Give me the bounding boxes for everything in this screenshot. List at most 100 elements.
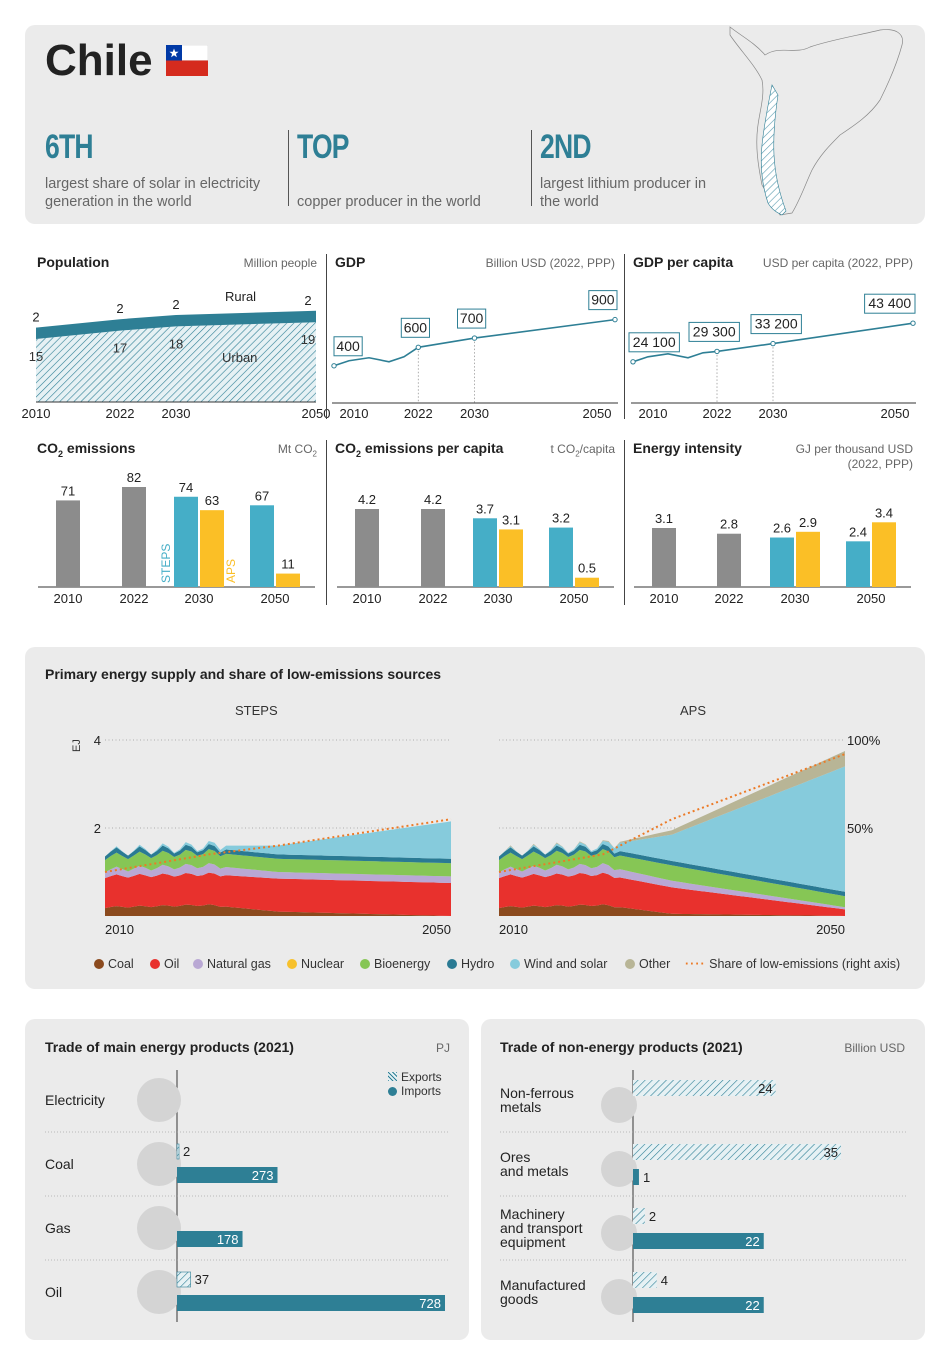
product-icon	[601, 1151, 637, 1187]
legend-imports: Imports	[388, 1084, 441, 1098]
aps-bar	[276, 573, 300, 587]
year-label: 2050	[560, 591, 589, 606]
export-bar	[633, 1208, 645, 1224]
import-value: 178	[217, 1232, 239, 1247]
import-value: 22	[745, 1298, 759, 1313]
share-line	[104, 818, 452, 873]
value-box	[588, 290, 618, 311]
divider-v1	[326, 254, 327, 419]
product-icon	[601, 1087, 637, 1123]
area-natural-gas	[499, 863, 845, 910]
primary-energy-chart: 4 2 EJ 100% 50% 2010 2050 2010 2050	[71, 733, 881, 937]
year-label: 2050	[857, 591, 886, 606]
import-bar	[177, 1295, 445, 1311]
gdppc-title: GDP per capita	[633, 254, 734, 270]
steps-axis-label: STEPS	[159, 544, 173, 583]
row-label-2: goods	[500, 1291, 538, 1307]
chile-flag-icon	[166, 45, 208, 76]
row-label-1: Machinery	[500, 1206, 565, 1222]
intensity-title: Energy intensity	[633, 440, 742, 456]
trade-energy-unit: PJ	[435, 1041, 450, 1055]
fact-1-big: 6TH	[45, 128, 94, 166]
year-label: 2050	[302, 406, 330, 421]
product-icon	[601, 1215, 637, 1251]
row-label-3: equipment	[500, 1234, 565, 1250]
fact-1-text: largest share of solar in electricity ge…	[45, 176, 261, 210]
row-label: Coal	[45, 1156, 74, 1172]
year-label: 2010	[22, 406, 51, 421]
value-label: 700	[460, 310, 484, 326]
import-bar	[177, 1167, 278, 1183]
urban-value: 18	[169, 336, 183, 351]
year-label: 2022	[404, 406, 433, 421]
urban-value: 17	[113, 341, 127, 356]
row-label-2: and transport	[500, 1220, 583, 1236]
area-wind-and-solar	[105, 821, 451, 859]
bar-value: 2.9	[799, 515, 817, 530]
row-label-1: Non-ferrous	[500, 1085, 574, 1101]
rural-value: 2	[172, 297, 179, 312]
data-point	[910, 320, 916, 326]
value-box	[628, 332, 680, 353]
hist-bar	[56, 500, 80, 587]
bar-value: 71	[61, 483, 75, 498]
year-label: 2030	[781, 591, 810, 606]
trade-energy-chart: Electricity Coal 2 273 Gas 178 Oil 37 728	[45, 1070, 450, 1322]
trend-line	[632, 322, 914, 363]
value-label: 33 200	[755, 316, 798, 332]
row-label: Electricity	[45, 1092, 105, 1108]
row-label-2: metals	[500, 1099, 541, 1115]
year-label: 2010	[54, 591, 83, 606]
year-label: 2010	[353, 591, 382, 606]
aps-bar	[872, 522, 896, 587]
bar-value: 0.5	[578, 561, 596, 576]
gdp-chart: 400 2010 600 2022 700 2030 900 2050	[331, 290, 618, 421]
export-value: 35	[824, 1145, 838, 1160]
value-label: 24 100	[633, 334, 676, 350]
year-label: 2030	[185, 591, 214, 606]
value-label: 600	[404, 319, 428, 335]
data-point	[415, 344, 422, 351]
export-value: 4	[661, 1273, 668, 1288]
aps-bar	[796, 531, 820, 587]
legend-share: ···· Share of low-emissions (right axis)	[685, 957, 901, 971]
import-bar	[177, 1231, 243, 1247]
year-label: 2030	[759, 406, 788, 421]
row-label: Oil	[45, 1284, 62, 1300]
co2-unit: Mt CO2	[277, 442, 317, 459]
import-bar	[633, 1233, 764, 1249]
export-bar	[176, 1271, 191, 1288]
y-tick: 2	[94, 821, 101, 836]
aps-bar	[575, 577, 599, 587]
hist-bar	[355, 509, 379, 587]
steps-bar	[770, 537, 794, 587]
fact-divider-1	[288, 130, 289, 206]
area-oil	[499, 872, 845, 916]
gdppc-unit: USD per capita (2022, PPP)	[762, 256, 913, 270]
export-value: 37	[195, 1272, 209, 1287]
bar-value: 74	[179, 480, 193, 495]
data-point	[612, 316, 618, 323]
x-tick: 2010	[499, 922, 528, 937]
year-label: 2050	[583, 406, 612, 421]
bar-value: 82	[127, 470, 141, 485]
bar-value: 2.8	[720, 517, 738, 532]
aps-axis-label: APS	[224, 559, 238, 583]
intensity-unit-1: GJ per thousand USD	[795, 442, 913, 456]
area-hydro	[499, 843, 845, 897]
trade-non-panel	[481, 1019, 925, 1340]
legend-oil: Oil	[150, 957, 179, 971]
value-label: 400	[336, 338, 360, 354]
divider-v2	[624, 254, 625, 419]
year-label: 2030	[484, 591, 513, 606]
gdp-title: GDP	[335, 254, 366, 270]
bar-value: 3.1	[502, 512, 520, 527]
year-label: 2030	[460, 406, 489, 421]
row-label-1: Ores	[500, 1149, 530, 1165]
urban-label: Urban	[222, 350, 257, 365]
bar-value: 2.4	[849, 524, 867, 539]
area-oil	[105, 872, 451, 916]
supply-title: Primary energy supply and share of low-e…	[45, 666, 442, 682]
value-label: 900	[591, 292, 615, 308]
area-bioenergy	[499, 849, 845, 908]
